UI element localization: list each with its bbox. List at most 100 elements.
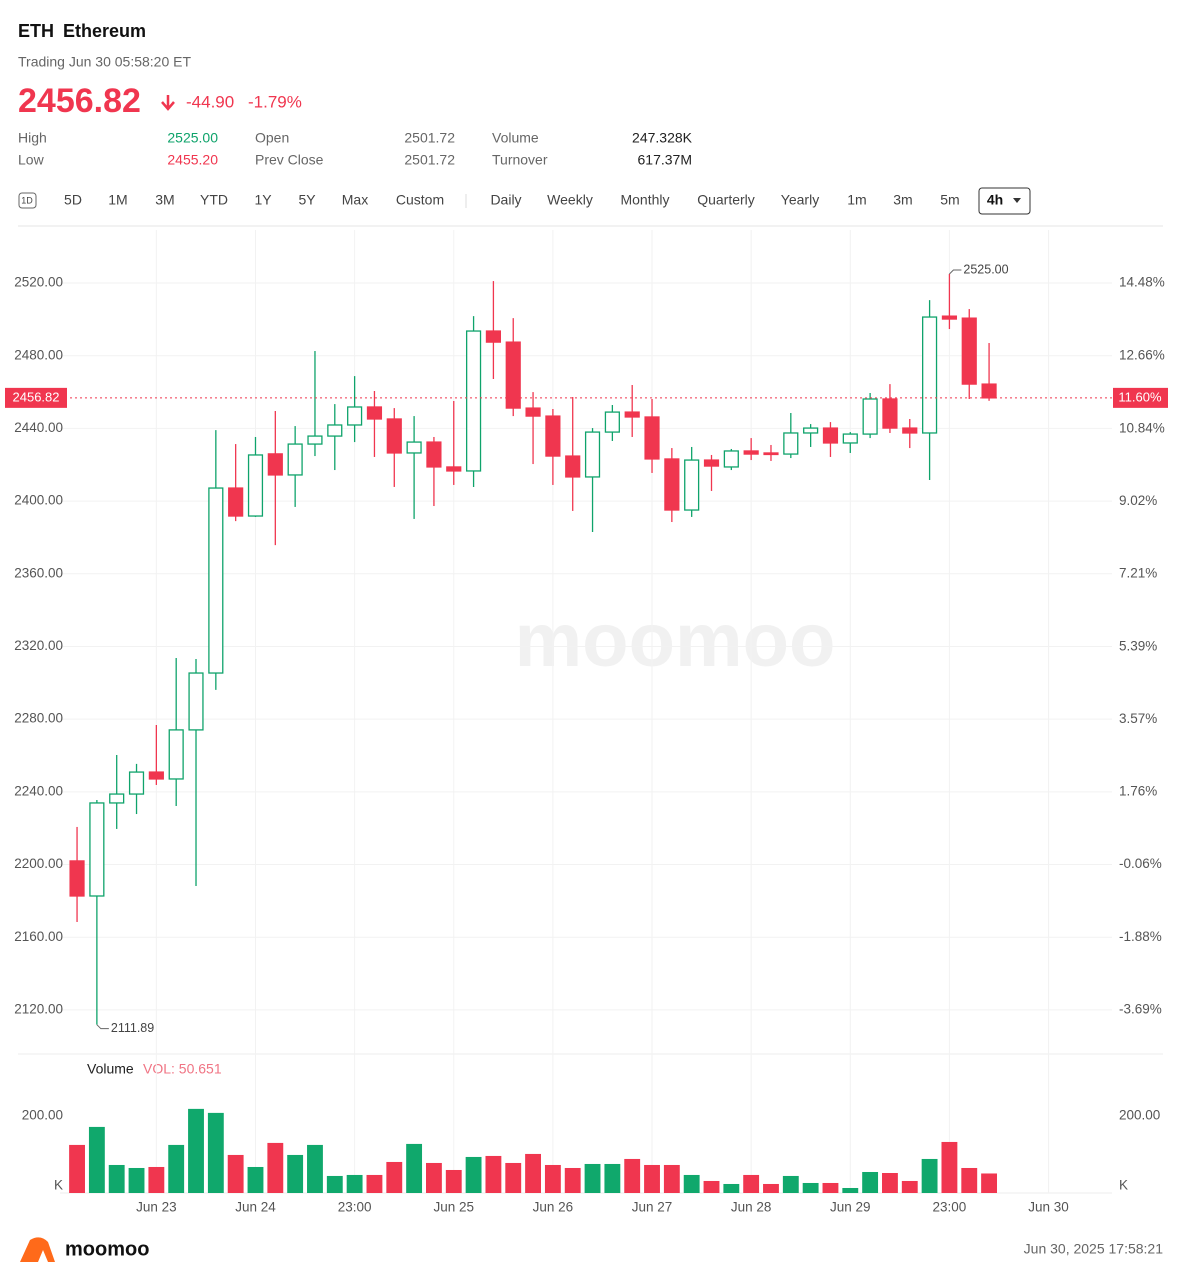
change: -44.90 bbox=[186, 92, 234, 111]
volume-bar bbox=[485, 1155, 502, 1193]
range-tab[interactable]: 5Y bbox=[298, 192, 316, 208]
x-tick-label: Jun 27 bbox=[632, 1200, 673, 1215]
volume-bar bbox=[247, 1166, 264, 1193]
interval-tab[interactable]: Monthly bbox=[620, 192, 669, 208]
candle-body bbox=[981, 383, 997, 399]
candle-body bbox=[565, 455, 581, 478]
y-tick-label: 2360.00 bbox=[14, 565, 63, 580]
volume-bar bbox=[822, 1182, 839, 1193]
range-tab[interactable]: Custom bbox=[396, 192, 444, 208]
y2-tick-label: -0.06% bbox=[1119, 856, 1162, 871]
range-1d-box[interactable] bbox=[18, 192, 37, 209]
candle-body bbox=[426, 441, 442, 468]
annotation-leader bbox=[96, 1024, 109, 1030]
volume-label: VOL: 50.651 bbox=[143, 1061, 222, 1077]
y2-tick-label: 3.57% bbox=[1119, 711, 1157, 726]
stat-value: 2455.20 bbox=[167, 152, 218, 168]
interval-tab[interactable]: 4h bbox=[987, 192, 1003, 208]
y2-tick-label: 5.39% bbox=[1119, 638, 1157, 653]
candle-body bbox=[525, 407, 541, 417]
interval-tab[interactable]: Quarterly bbox=[697, 192, 755, 208]
range-tab[interactable]: Max bbox=[342, 192, 368, 208]
candle-body bbox=[624, 411, 640, 418]
range-tab[interactable]: 1D bbox=[21, 195, 33, 205]
y-tick-label: 2520.00 bbox=[14, 275, 63, 290]
candle-body bbox=[961, 317, 977, 385]
volume-title: Volume bbox=[87, 1061, 134, 1077]
candle-body bbox=[941, 315, 958, 320]
candle-body bbox=[69, 860, 85, 897]
x-tick-label: Jun 26 bbox=[533, 1200, 574, 1215]
y2-tick-label: 10.84% bbox=[1119, 420, 1165, 435]
current-price-label: 2456.82 bbox=[13, 389, 60, 404]
x-tick-label: Jun 29 bbox=[830, 1200, 871, 1215]
volume-bar bbox=[386, 1161, 403, 1193]
volume-bar bbox=[88, 1126, 105, 1193]
volume-bar bbox=[346, 1174, 363, 1193]
candle-body bbox=[743, 450, 759, 455]
y2-tick-label: -3.69% bbox=[1119, 1001, 1162, 1016]
y-tick-label: 2440.00 bbox=[14, 420, 63, 435]
stat-label: Prev Close bbox=[255, 152, 324, 168]
volume-bar bbox=[782, 1175, 799, 1193]
x-tick-label: Jun 25 bbox=[433, 1200, 474, 1215]
candle-body bbox=[347, 406, 363, 426]
candle-body bbox=[803, 427, 819, 434]
y2-tick-label: 7.21% bbox=[1119, 565, 1157, 580]
y2-tick-label: 9.02% bbox=[1119, 493, 1157, 508]
annotation-label: 2111.89 bbox=[111, 1021, 154, 1035]
interval-tab[interactable]: 3m bbox=[893, 192, 912, 208]
range-tab[interactable]: YTD bbox=[200, 192, 228, 208]
candle-body bbox=[208, 487, 224, 674]
candle-body bbox=[446, 466, 462, 472]
range-tab[interactable]: 1M bbox=[108, 192, 127, 208]
brand: moomoo bbox=[65, 1238, 149, 1260]
stat-value: 617.37M bbox=[638, 152, 692, 168]
interval-tab[interactable]: Yearly bbox=[781, 192, 819, 208]
change-pct: -1.79% bbox=[248, 92, 302, 111]
volume-tick-label: 200.00 bbox=[22, 1107, 63, 1122]
range-tab[interactable]: 5D bbox=[64, 192, 82, 208]
volume-bar bbox=[901, 1180, 918, 1193]
volume-bar bbox=[862, 1171, 879, 1193]
candle-body bbox=[644, 416, 660, 460]
volume-bar bbox=[366, 1174, 383, 1193]
y-tick-label: 2480.00 bbox=[14, 347, 63, 362]
y2-tick-label: 14.48% bbox=[1119, 275, 1165, 290]
symbol: ETH bbox=[18, 21, 54, 41]
candle-body bbox=[723, 450, 739, 468]
interval-selected-box[interactable] bbox=[978, 187, 1031, 215]
stat-label: Open bbox=[255, 130, 289, 146]
candle-body bbox=[465, 330, 482, 472]
candle-body bbox=[89, 802, 105, 897]
stat-value: 247.328K bbox=[632, 130, 693, 146]
interval-tab[interactable]: 1m bbox=[847, 192, 866, 208]
candle-body bbox=[307, 435, 323, 445]
candle-body bbox=[247, 454, 264, 517]
candle-body bbox=[188, 672, 204, 731]
volume-bar bbox=[287, 1154, 304, 1193]
current-pct-label: 11.60% bbox=[1118, 389, 1162, 404]
x-tick-label: Jun 24 bbox=[235, 1200, 276, 1215]
dropdown-caret[interactable] bbox=[1013, 198, 1021, 203]
y2-tick-label: 12.66% bbox=[1119, 348, 1165, 363]
volume-bar bbox=[802, 1182, 819, 1193]
interval-tab[interactable]: 5m bbox=[940, 192, 959, 208]
stat-label: Turnover bbox=[492, 152, 548, 168]
interval-tab[interactable]: Daily bbox=[490, 192, 521, 208]
range-tab[interactable]: 3M bbox=[155, 192, 174, 208]
volume-bar bbox=[604, 1163, 621, 1193]
volume-bar bbox=[941, 1141, 958, 1193]
candle-body bbox=[505, 341, 521, 409]
y-tick-label: 2160.00 bbox=[14, 929, 63, 944]
y-tick-label: 2400.00 bbox=[14, 493, 63, 508]
stat-label: Low bbox=[18, 152, 45, 168]
interval-tab[interactable]: Weekly bbox=[547, 192, 593, 208]
stat-label: Volume bbox=[492, 130, 539, 146]
volume-bar bbox=[763, 1183, 779, 1193]
range-tab[interactable]: 1Y bbox=[254, 192, 272, 208]
watermark: moomoo bbox=[515, 598, 836, 683]
candle-body bbox=[783, 432, 799, 455]
x-tick-label: Jun 28 bbox=[731, 1200, 772, 1215]
